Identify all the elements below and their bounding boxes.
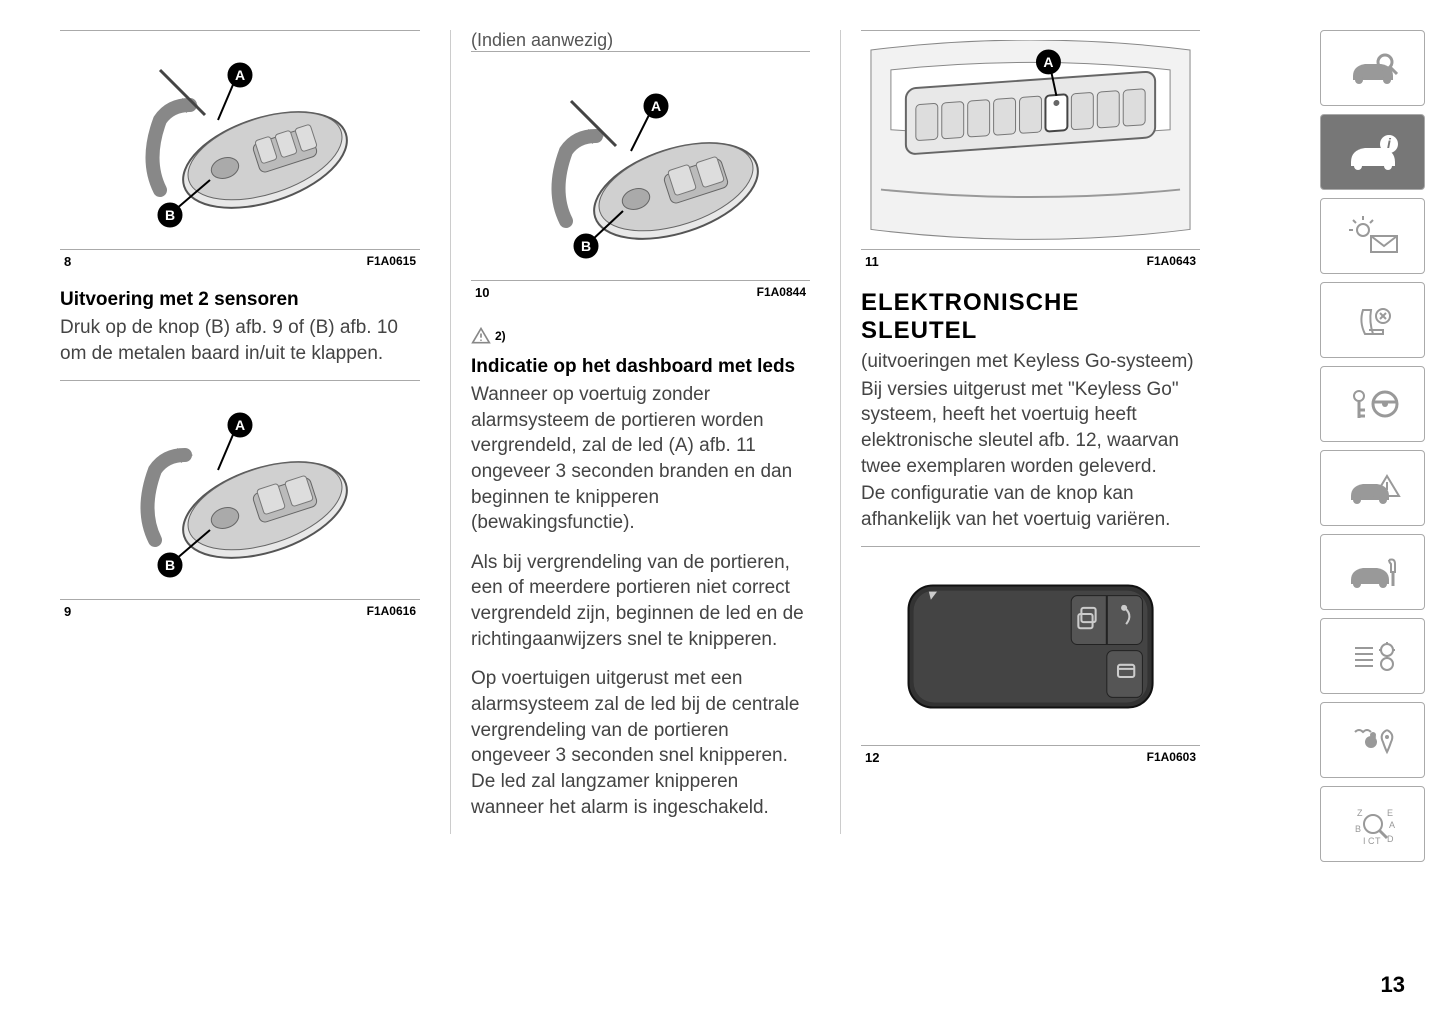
fig-num: 11 xyxy=(865,254,879,269)
column-1: A B 8 F1A0615 Uitvoering met 2 sensoren … xyxy=(60,30,420,834)
column-2: (Indien aanwezig) A B 10 F xyxy=(450,30,810,834)
tab-car-warning[interactable] xyxy=(1320,450,1425,526)
page-number: 13 xyxy=(1381,972,1405,998)
fig-num: 12 xyxy=(865,750,879,765)
media-pin-icon xyxy=(1343,720,1403,760)
tab-key-wheel[interactable] xyxy=(1320,366,1425,442)
figure-11-caption: 11 F1A0643 xyxy=(861,254,1200,269)
svg-text:Z: Z xyxy=(1357,808,1363,818)
heading-indicatie: Indicatie op het dashboard met leds xyxy=(471,356,810,378)
key-illustration-9: A B xyxy=(110,400,370,580)
figure-10-caption: 10 F1A0844 xyxy=(471,285,810,300)
warning-marker: 2) xyxy=(471,326,810,346)
fig-code: F1A0616 xyxy=(367,604,416,619)
tab-seat[interactable] xyxy=(1320,282,1425,358)
tab-car-info[interactable]: i xyxy=(1320,114,1425,190)
tab-list-gear[interactable] xyxy=(1320,618,1425,694)
svg-text:A: A xyxy=(1389,820,1395,830)
svg-text:B: B xyxy=(580,238,590,254)
page-content: A B 8 F1A0615 Uitvoering met 2 sensoren … xyxy=(0,0,1445,864)
fig-code: F1A0615 xyxy=(367,254,416,269)
para-als: Als bij vergrendeling van de portieren, … xyxy=(471,550,810,653)
para-druk: Druk op de knop (B) afb. 9 of (B) afb. 1… xyxy=(60,315,420,366)
compass-search-icon: Z E B A I C T D xyxy=(1343,802,1403,846)
figure-11: A xyxy=(861,30,1200,250)
figure-8: A B xyxy=(60,30,420,250)
title-elektronische: ELEKTRONISCHE SLEUTEL xyxy=(861,289,1200,345)
tab-compass[interactable]: Z E B A I C T D xyxy=(1320,786,1425,862)
electronic-key-illustration xyxy=(878,555,1183,738)
figure-9: A B xyxy=(60,380,420,600)
tab-light-mail[interactable] xyxy=(1320,198,1425,274)
car-wrench-icon xyxy=(1343,552,1403,592)
car-info-icon: i xyxy=(1343,132,1403,172)
figure-8-caption: 8 F1A0615 xyxy=(60,254,420,269)
warn-number: 2) xyxy=(495,329,506,343)
car-magnify-icon xyxy=(1343,48,1403,88)
seat-airbag-icon xyxy=(1343,300,1403,340)
subtitle-keyless: (uitvoeringen met Keyless Go-systeem) xyxy=(861,349,1200,375)
para-op: Op voertuigen uitgerust met een alarmsys… xyxy=(471,666,810,820)
sidebar-tabs: i xyxy=(1320,30,1425,862)
dashboard-illustration: A xyxy=(861,40,1200,239)
svg-text:A: A xyxy=(1043,54,1053,70)
para-config: De configuratie van de knop kan afhankel… xyxy=(861,481,1200,532)
para-wanneer: Wanneer op voertuig zonder alarmsysteem … xyxy=(471,382,810,536)
fig-num: 8 xyxy=(64,254,71,269)
svg-text:A: A xyxy=(650,98,660,114)
figure-9-caption: 9 F1A0616 xyxy=(60,604,420,619)
key-wheel-icon xyxy=(1343,384,1403,424)
fig-num: 9 xyxy=(64,604,71,619)
figure-12 xyxy=(861,546,1200,746)
svg-text:B: B xyxy=(1355,824,1361,834)
tab-car-search[interactable] xyxy=(1320,30,1425,106)
svg-text:T: T xyxy=(1375,836,1381,846)
optional-label: (Indien aanwezig) xyxy=(471,30,810,51)
svg-text:A: A xyxy=(235,417,245,433)
list-gear-icon xyxy=(1343,636,1403,676)
figure-10: A B xyxy=(471,51,810,281)
fig-code: F1A0603 xyxy=(1147,750,1196,765)
tab-media-nav[interactable] xyxy=(1320,702,1425,778)
warning-triangle-icon xyxy=(471,326,491,346)
light-envelope-icon xyxy=(1343,216,1403,256)
key-illustration-8: A B xyxy=(110,50,370,230)
svg-text:I C: I C xyxy=(1363,836,1375,846)
fig-code: F1A0844 xyxy=(757,285,806,300)
figure-12-caption: 12 F1A0603 xyxy=(861,750,1200,765)
tab-car-wrench[interactable] xyxy=(1320,534,1425,610)
fig-num: 10 xyxy=(475,285,489,300)
svg-text:B: B xyxy=(165,557,175,573)
para-bij: Bij versies uitgerust met "Keyless Go" s… xyxy=(861,377,1200,480)
fig-code: F1A0643 xyxy=(1147,254,1196,269)
heading-uitvoering: Uitvoering met 2 sensoren xyxy=(60,289,420,311)
svg-text:E: E xyxy=(1387,808,1393,818)
svg-text:A: A xyxy=(235,67,245,83)
key-illustration-10: A B xyxy=(511,71,771,261)
svg-text:B: B xyxy=(165,207,175,223)
car-warning-icon xyxy=(1343,468,1403,508)
column-3: A 11 F1A0643 ELEKTRONISCHE SLEUTEL (uitv… xyxy=(840,30,1200,834)
svg-text:D: D xyxy=(1387,834,1394,844)
